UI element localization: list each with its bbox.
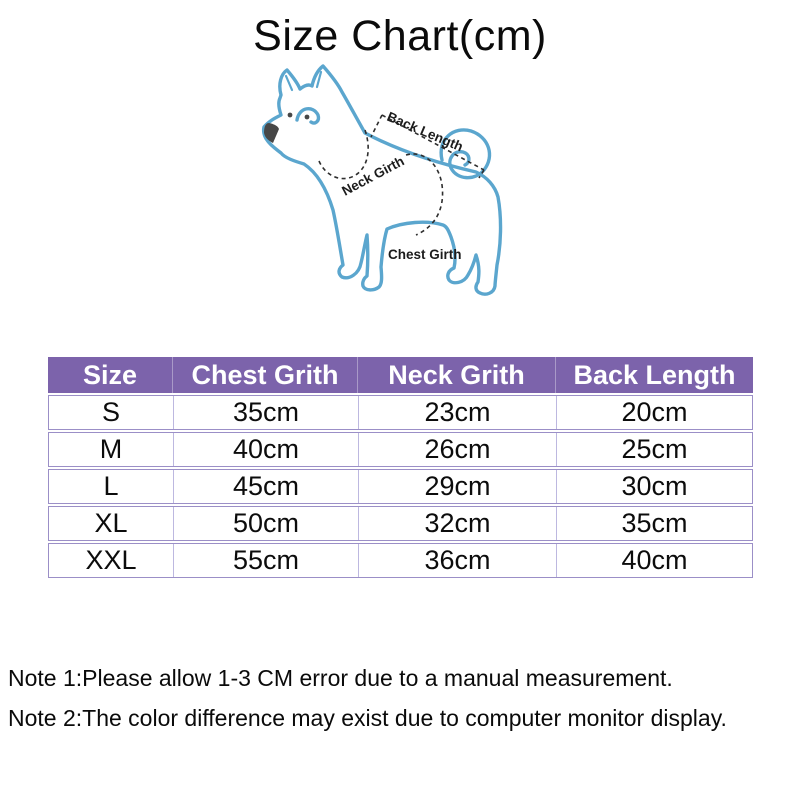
notes-block: Note 1:Please allow 1-3 CM error due to … — [8, 658, 727, 738]
dog-diagram-svg: Back Length Neck Girth Chest Girth — [261, 64, 503, 296]
page-title: Size Chart(cm) — [253, 12, 547, 60]
cell-chest: 40cm — [173, 433, 358, 466]
table-header-row: Size Chest Grith Neck Grith Back Length — [48, 357, 753, 393]
back-length-dash — [370, 114, 485, 179]
table-row-s: S 35cm 23cm 20cm — [48, 395, 753, 430]
header-size: Size — [82, 359, 138, 390]
header-neck-girth: Neck Grith — [357, 357, 555, 393]
cell-neck: 36cm — [358, 544, 556, 577]
dog-brow-arc — [295, 107, 321, 125]
cell-neck: 29cm — [358, 470, 556, 503]
dog-outline — [261, 64, 503, 296]
note-1: Note 1:Please allow 1-3 CM error due to … — [8, 665, 673, 691]
cell-size: S — [101, 397, 120, 427]
cell-neck: 26cm — [358, 433, 556, 466]
dog-left-ear-line — [284, 74, 294, 92]
dog-right-ear-line — [315, 70, 323, 89]
table-row-m: M 40cm 26cm 25cm — [48, 432, 753, 467]
cell-chest: 50cm — [173, 507, 358, 540]
dog-nose — [264, 123, 279, 143]
size-chart-table: Size Chest Grith Neck Grith Back Length … — [48, 357, 753, 578]
chest-girth-label: Chest Girth — [388, 247, 462, 262]
header-back-length: Back Length — [555, 357, 753, 393]
cell-neck: 23cm — [358, 396, 556, 429]
cell-size: XL — [94, 508, 128, 538]
cell-size: M — [99, 434, 123, 464]
cell-neck: 32cm — [358, 507, 556, 540]
cell-chest: 55cm — [173, 544, 358, 577]
table-row-xl: XL 50cm 32cm 35cm — [48, 506, 753, 541]
cell-chest: 45cm — [173, 470, 358, 503]
table-row-xxl: XXL 55cm 36cm 40cm — [48, 543, 753, 578]
cell-back: 40cm — [556, 544, 752, 577]
neck-girth-dash — [318, 129, 369, 180]
dog-right-eye — [304, 114, 310, 120]
cell-back: 20cm — [556, 396, 752, 429]
chest-girth-dash — [405, 153, 444, 236]
cell-chest: 35cm — [173, 396, 358, 429]
note-2: Note 2:The color difference may exist du… — [8, 705, 727, 731]
cell-back: 25cm — [556, 433, 752, 466]
dog-tail — [439, 128, 492, 180]
cell-size: XXL — [85, 545, 137, 575]
table-row-l: L 45cm 29cm 30cm — [48, 469, 753, 504]
cell-size: L — [103, 471, 119, 501]
dog-measurement-diagram: Back Length Neck Girth Chest Girth — [255, 63, 515, 313]
cell-back: 30cm — [556, 470, 752, 503]
header-chest-girth: Chest Grith — [172, 357, 357, 393]
dog-left-eye — [287, 112, 293, 118]
cell-back: 35cm — [556, 507, 752, 540]
